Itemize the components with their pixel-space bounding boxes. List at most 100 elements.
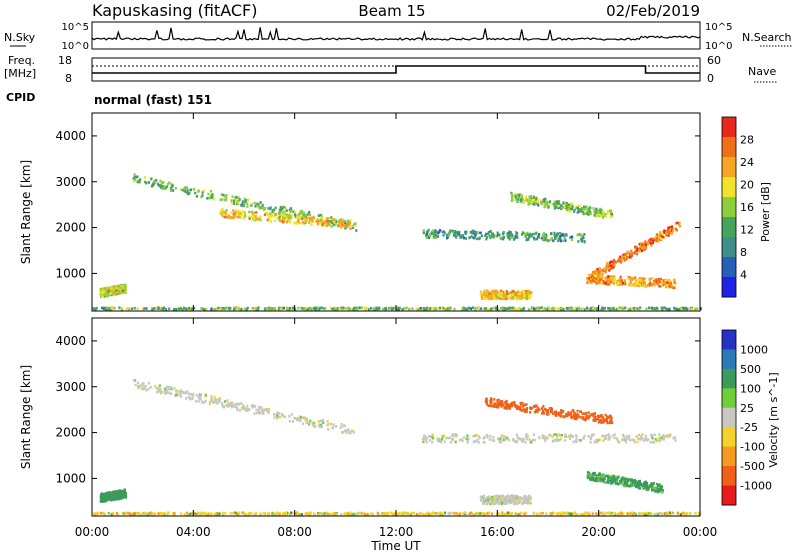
scatter-cell [468, 236, 471, 240]
scatter-cell [601, 306, 604, 309]
scatter-cell [663, 229, 666, 232]
scatter-cell [636, 283, 639, 287]
scatter-cell [322, 307, 325, 310]
scatter-cell [475, 433, 478, 437]
scatter-cell [545, 235, 548, 238]
scatter-cell [573, 512, 576, 515]
scatter-cell [464, 232, 467, 235]
scatter-cell [666, 511, 669, 515]
scatter-cell [511, 296, 514, 299]
scatter-cell [433, 234, 436, 238]
scatter-cell [514, 198, 517, 201]
scatter-cell [222, 405, 225, 409]
scatter-cell [638, 479, 641, 483]
scatter-cell [253, 405, 257, 408]
scatter-cell [224, 195, 227, 199]
scatter-cell [507, 498, 510, 502]
scatter-cell [457, 232, 460, 236]
scatter-cell [101, 287, 104, 291]
scatter-cell [549, 238, 552, 241]
scatter-cell [358, 306, 361, 310]
scatter-cell [320, 419, 323, 423]
scatter-cell [123, 488, 126, 492]
scatter-cell [224, 198, 228, 201]
scatter-cell [101, 492, 104, 496]
scatter-cell [634, 308, 637, 311]
scatter-cell [111, 293, 114, 296]
scatter-cell [505, 297, 508, 301]
scatter-cell [567, 205, 570, 209]
scatter-cell [317, 218, 320, 222]
scatter-cell [355, 308, 358, 311]
scatter-cell [590, 476, 593, 479]
scatter-cell [607, 438, 610, 441]
scatter-cell [267, 512, 270, 516]
scatter-cell [124, 290, 128, 293]
scatter-cell [485, 433, 488, 437]
scatter-cell [552, 239, 555, 243]
scatter-cell [521, 501, 524, 504]
scatter-cell [102, 307, 105, 310]
scatter-cell [611, 260, 614, 263]
scatter-cell [538, 436, 541, 439]
scatter-cell [599, 211, 602, 214]
scatter-cell [118, 492, 121, 495]
scatter-cell [294, 213, 297, 217]
scatter-cell [325, 220, 328, 223]
scatter-cell [504, 502, 507, 505]
scatter-cell [183, 513, 187, 516]
scatter-cell [189, 188, 192, 192]
scatter-cell [515, 433, 519, 437]
scatter-cell [666, 229, 669, 233]
scatter-cell [529, 291, 532, 294]
scatter-cell [518, 195, 521, 199]
scatter-cell [160, 186, 163, 189]
scatter-cell [168, 391, 171, 395]
scatter-cell [516, 236, 519, 239]
scatter-cell [108, 495, 111, 499]
scatter-cell [243, 217, 246, 220]
scatter-cell [317, 214, 320, 217]
scatter-cell [334, 425, 338, 428]
scatter-cell [278, 217, 281, 221]
scatter-cell [637, 437, 640, 440]
scatter-cell [232, 209, 235, 212]
scatter-cell [304, 418, 307, 422]
scatter-cell [668, 226, 671, 229]
scatter-cell [603, 434, 606, 438]
scatter-cell [673, 436, 677, 439]
scatter-cell [481, 297, 484, 300]
scatter-cell [617, 482, 620, 485]
scatter-cell [676, 511, 679, 515]
scatter-cell [579, 416, 582, 419]
scatter-cell [546, 437, 549, 440]
scatter-cell [344, 227, 347, 230]
scatter-cell [574, 512, 577, 516]
scatter-cell [645, 511, 648, 515]
scatter-cell [501, 511, 504, 515]
scatter-cell [100, 494, 103, 498]
scatter-cell [364, 306, 367, 310]
scatter-cell [318, 306, 322, 310]
colorbar-tick: 500 [740, 363, 761, 376]
scatter-cell [430, 512, 433, 516]
scatter-cell [537, 204, 540, 207]
scatter-cell [513, 497, 517, 501]
scatter-cell [547, 206, 550, 209]
scatter-cell [633, 512, 636, 515]
scatter-cell [321, 512, 324, 516]
scatter-cell [591, 472, 594, 476]
scatter-cell [634, 512, 637, 516]
time-axis: 00:00 04:00 08:00 12:00 16:00 20:00 00:00 [75, 113, 717, 539]
scatter-cell [425, 236, 428, 239]
scatter-cell [494, 297, 497, 301]
scatter-cell [293, 416, 296, 420]
scatter-cell [620, 259, 623, 263]
scatter-cell [154, 385, 157, 388]
scatter-cell [492, 295, 495, 298]
scatter-cell [499, 440, 502, 444]
scatter-cell [618, 259, 622, 263]
scatter-cell [493, 403, 496, 406]
scatter-cell [588, 471, 591, 475]
scatter-cell [293, 222, 296, 225]
